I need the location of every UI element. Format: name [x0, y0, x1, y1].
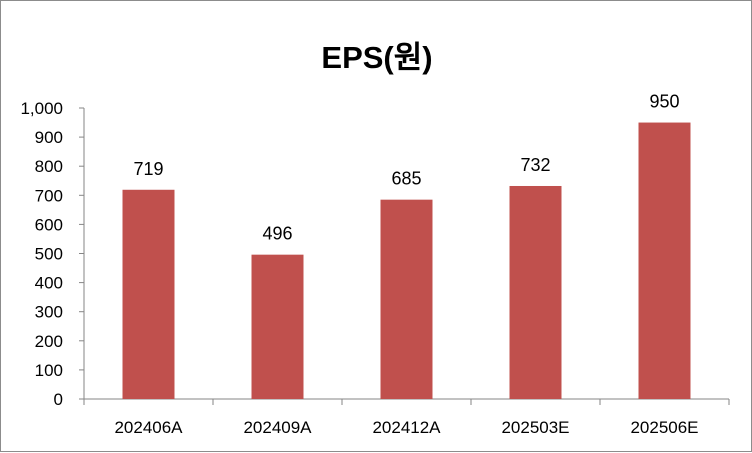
- data-labels: 719 496 685 732 950: [133, 92, 679, 244]
- x-tick-label: 202503E: [501, 418, 569, 437]
- bar: [509, 185, 562, 399]
- y-tick-label: 500: [35, 245, 63, 264]
- data-label: 719: [133, 159, 163, 179]
- y-tick-label: 1,000: [20, 99, 63, 118]
- y-tick-label: 300: [35, 303, 63, 322]
- y-tick-label: 0: [54, 390, 63, 409]
- data-label: 732: [520, 155, 550, 175]
- x-tick-label: 202506E: [630, 418, 698, 437]
- data-label: 950: [649, 92, 679, 112]
- y-tick-label: 100: [35, 361, 63, 380]
- bar: [251, 254, 304, 399]
- y-tick-label: 600: [35, 215, 63, 234]
- bar: [638, 122, 691, 400]
- x-tick-label: 202412A: [372, 418, 441, 437]
- bar: [122, 189, 175, 399]
- y-tick-label: 800: [35, 157, 63, 176]
- x-tick-label: 202406A: [114, 418, 183, 437]
- data-label: 496: [262, 224, 292, 244]
- y-tick-label: 200: [35, 332, 63, 351]
- x-axis: 202406A 202409A 202412A 202503E 202506E: [83, 398, 730, 437]
- y-axis: 0 100 200 300 400 500 600 700 800 900 1,000: [20, 99, 85, 409]
- bars: [122, 122, 691, 400]
- bar: [380, 199, 433, 399]
- y-tick-label: 900: [35, 128, 63, 147]
- data-label: 685: [391, 169, 421, 189]
- y-tick-label: 400: [35, 274, 63, 293]
- x-tick-label: 202409A: [243, 418, 312, 437]
- y-tick-label: 700: [35, 186, 63, 205]
- chart-title: EPS(원): [321, 40, 432, 75]
